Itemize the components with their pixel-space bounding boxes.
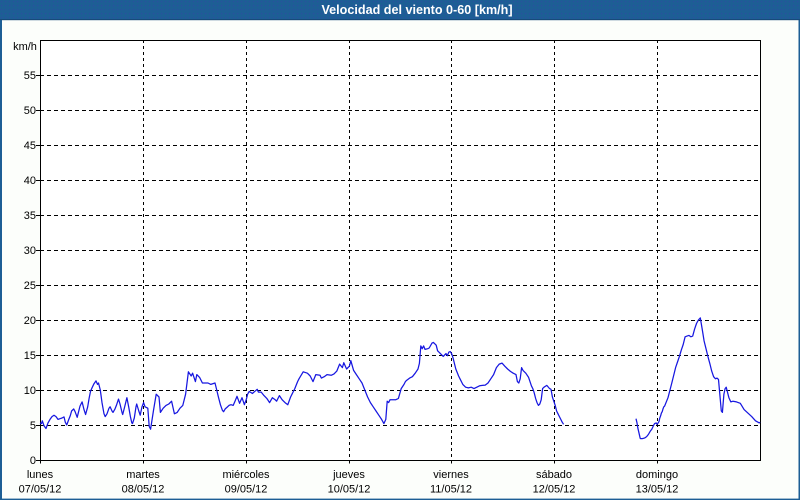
svg-text:lunes: lunes (27, 469, 54, 481)
svg-text:40: 40 (24, 175, 36, 187)
svg-text:50: 50 (24, 105, 36, 117)
svg-text:jueves: jueves (332, 469, 365, 481)
svg-text:miércoles: miércoles (222, 469, 270, 481)
svg-text:domingo: domingo (636, 469, 678, 481)
svg-text:20: 20 (24, 315, 36, 327)
svg-text:sábado: sábado (536, 469, 572, 481)
svg-text:09/05/12: 09/05/12 (225, 484, 268, 496)
svg-text:km/h: km/h (13, 41, 37, 53)
svg-text:13/05/12: 13/05/12 (636, 484, 679, 496)
svg-text:35: 35 (24, 210, 36, 222)
svg-text:10/05/12: 10/05/12 (328, 484, 371, 496)
svg-text:viernes: viernes (433, 469, 469, 481)
svg-text:08/05/12: 08/05/12 (122, 484, 165, 496)
svg-text:15: 15 (24, 350, 36, 362)
svg-text:5: 5 (30, 420, 36, 432)
svg-text:10: 10 (24, 385, 36, 397)
svg-text:45: 45 (24, 140, 36, 152)
svg-text:30: 30 (24, 245, 36, 257)
svg-text:25: 25 (24, 280, 36, 292)
svg-text:07/05/12: 07/05/12 (19, 484, 62, 496)
svg-text:11/05/12: 11/05/12 (430, 484, 472, 496)
svg-text:martes: martes (126, 469, 160, 481)
svg-text:0: 0 (30, 455, 36, 467)
svg-text:55: 55 (24, 70, 36, 82)
svg-text:Velocidad del viento 0-60 [km/: Velocidad del viento 0-60 [km/h] (321, 3, 512, 17)
svg-text:12/05/12: 12/05/12 (533, 484, 576, 496)
